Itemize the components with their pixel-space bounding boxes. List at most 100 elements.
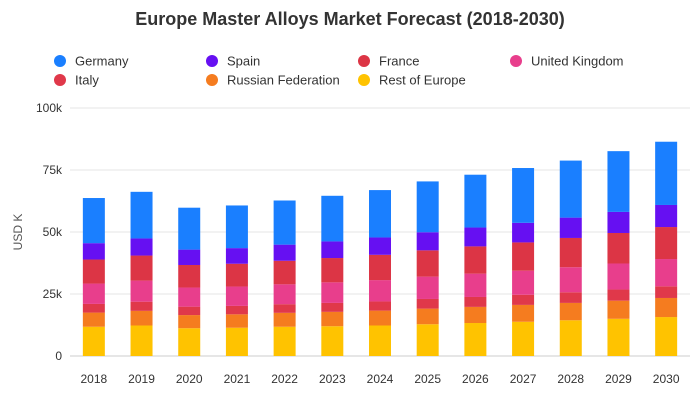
bar-segment-france bbox=[607, 232, 630, 264]
bar-segment-germany bbox=[559, 160, 582, 218]
legend-label: Germany bbox=[75, 54, 129, 69]
bar-segment-germany bbox=[178, 207, 201, 250]
bar-segment-italy bbox=[607, 289, 630, 301]
x-tick-label: 2025 bbox=[414, 372, 441, 386]
x-tick-label: 2029 bbox=[605, 372, 632, 386]
bar-segment-united-kingdom bbox=[416, 276, 439, 299]
bar-segment-rest-of-europe bbox=[369, 325, 391, 356]
bar-segment-germany bbox=[607, 151, 630, 212]
x-tick-label: 2027 bbox=[510, 372, 537, 386]
legend-swatch bbox=[54, 74, 66, 86]
bar-segment-spain bbox=[464, 227, 487, 247]
y-tick-label: 0 bbox=[55, 349, 62, 363]
x-tick-label: 2021 bbox=[224, 372, 251, 386]
legend-swatch bbox=[206, 74, 218, 86]
bar-segment-spain bbox=[130, 238, 153, 256]
bar-segment-france bbox=[655, 227, 678, 260]
bar-segment-rest-of-europe bbox=[512, 321, 535, 356]
bar-segment-united-kingdom bbox=[369, 280, 391, 302]
bar-segment-spain bbox=[225, 248, 248, 264]
bar-segment-russian-federation bbox=[416, 308, 439, 325]
bar-segment-spain bbox=[82, 243, 105, 260]
bar-segment-united-kingdom bbox=[321, 282, 344, 303]
legend-label: Spain bbox=[227, 54, 260, 69]
bar-segment-germany bbox=[82, 198, 105, 244]
legend-item[interactable]: Spain bbox=[206, 54, 260, 69]
bar-segment-united-kingdom bbox=[225, 286, 248, 306]
bar-segment-france bbox=[82, 259, 105, 284]
legend-item[interactable]: Russian Federation bbox=[206, 73, 340, 88]
bar-segment-france bbox=[273, 260, 296, 285]
legend-label: United Kingdom bbox=[531, 54, 624, 69]
y-tick-label: 50k bbox=[43, 225, 63, 239]
bar-segment-united-kingdom bbox=[82, 283, 105, 304]
bar-segment-france bbox=[178, 264, 201, 288]
bar-segment-france bbox=[225, 263, 248, 287]
x-tick-label: 2020 bbox=[176, 372, 203, 386]
bar-segment-italy bbox=[559, 292, 582, 303]
bar-segment-germany bbox=[273, 200, 296, 245]
bar-segment-united-kingdom bbox=[559, 267, 582, 293]
legend-swatch bbox=[510, 55, 522, 67]
x-axis: 2018 2019 2020 2021 2022 2023 2024 2025 2026 2027… bbox=[80, 372, 679, 386]
bar-segment-rest-of-europe bbox=[130, 325, 153, 356]
y-tick-label: 100k bbox=[36, 101, 63, 115]
x-tick-label: 2022 bbox=[271, 372, 298, 386]
legend-item[interactable]: France bbox=[358, 54, 419, 69]
bar-segment-france bbox=[369, 254, 391, 281]
legend-item[interactable]: United Kingdom bbox=[510, 54, 624, 69]
bar-segment-germany bbox=[225, 205, 248, 249]
bar-segment-united-kingdom bbox=[273, 284, 296, 305]
legend-item[interactable]: Rest of Europe bbox=[358, 73, 466, 88]
bar-segment-rest-of-europe bbox=[559, 320, 582, 356]
bar-segment-spain bbox=[416, 232, 439, 251]
legend: Germany Spain France United Kingdom Italy Rus… bbox=[54, 54, 624, 88]
bar-segment-russian-federation bbox=[178, 315, 201, 329]
bar-segment-germany bbox=[512, 168, 535, 223]
bar-segment-rest-of-europe bbox=[416, 324, 439, 356]
bar-segment-italy bbox=[130, 301, 153, 311]
bar-segment-france bbox=[321, 258, 344, 283]
bar-segment-rest-of-europe bbox=[655, 317, 678, 356]
bar-segment-russian-federation bbox=[82, 312, 105, 327]
y-tick-label: 25k bbox=[43, 287, 63, 301]
bar-segment-spain bbox=[178, 249, 201, 265]
bar-segment-united-kingdom bbox=[464, 273, 487, 297]
bar-segment-france bbox=[416, 250, 439, 277]
bar-segment-france bbox=[559, 237, 582, 268]
x-tick-label: 2028 bbox=[557, 372, 584, 386]
bar-segment-germany bbox=[130, 191, 153, 239]
bar-segment-spain bbox=[607, 211, 630, 233]
bar-segment-italy bbox=[321, 302, 344, 312]
bar-segment-rest-of-europe bbox=[273, 326, 296, 356]
bar-segment-united-kingdom bbox=[607, 263, 630, 290]
bar-segment-italy bbox=[464, 296, 487, 307]
legend-label: Italy bbox=[75, 73, 99, 88]
legend-swatch bbox=[54, 55, 66, 67]
x-tick-label: 2030 bbox=[653, 372, 680, 386]
bar-segment-italy bbox=[178, 306, 201, 316]
bar-segment-russian-federation bbox=[607, 300, 630, 319]
bar-segment-russian-federation bbox=[273, 312, 296, 327]
legend-swatch bbox=[358, 55, 370, 67]
bar-segment-united-kingdom bbox=[512, 270, 535, 295]
bar-segment-spain bbox=[559, 217, 582, 238]
bar-segment-germany bbox=[369, 190, 391, 238]
bar-segment-spain bbox=[273, 244, 296, 261]
legend-label: Rest of Europe bbox=[379, 73, 466, 88]
y-tick-label: 75k bbox=[43, 163, 63, 177]
bar-segment-russian-federation bbox=[321, 311, 344, 327]
bar-segment-rest-of-europe bbox=[82, 326, 105, 356]
bar-segment-russian-federation bbox=[369, 310, 391, 326]
bar-segment-russian-federation bbox=[512, 304, 535, 322]
bar-segment-spain bbox=[321, 241, 344, 259]
legend-item[interactable]: Italy bbox=[54, 73, 99, 88]
bar-segment-russian-federation bbox=[130, 310, 153, 326]
legend-label: Russian Federation bbox=[227, 73, 340, 88]
y-axis: 0 25k 50k 75k 100k bbox=[36, 101, 63, 363]
legend-item[interactable]: Germany bbox=[54, 54, 129, 69]
legend-swatch bbox=[206, 55, 218, 67]
bar-segment-italy bbox=[416, 298, 439, 309]
bar-segment-italy bbox=[82, 303, 105, 313]
